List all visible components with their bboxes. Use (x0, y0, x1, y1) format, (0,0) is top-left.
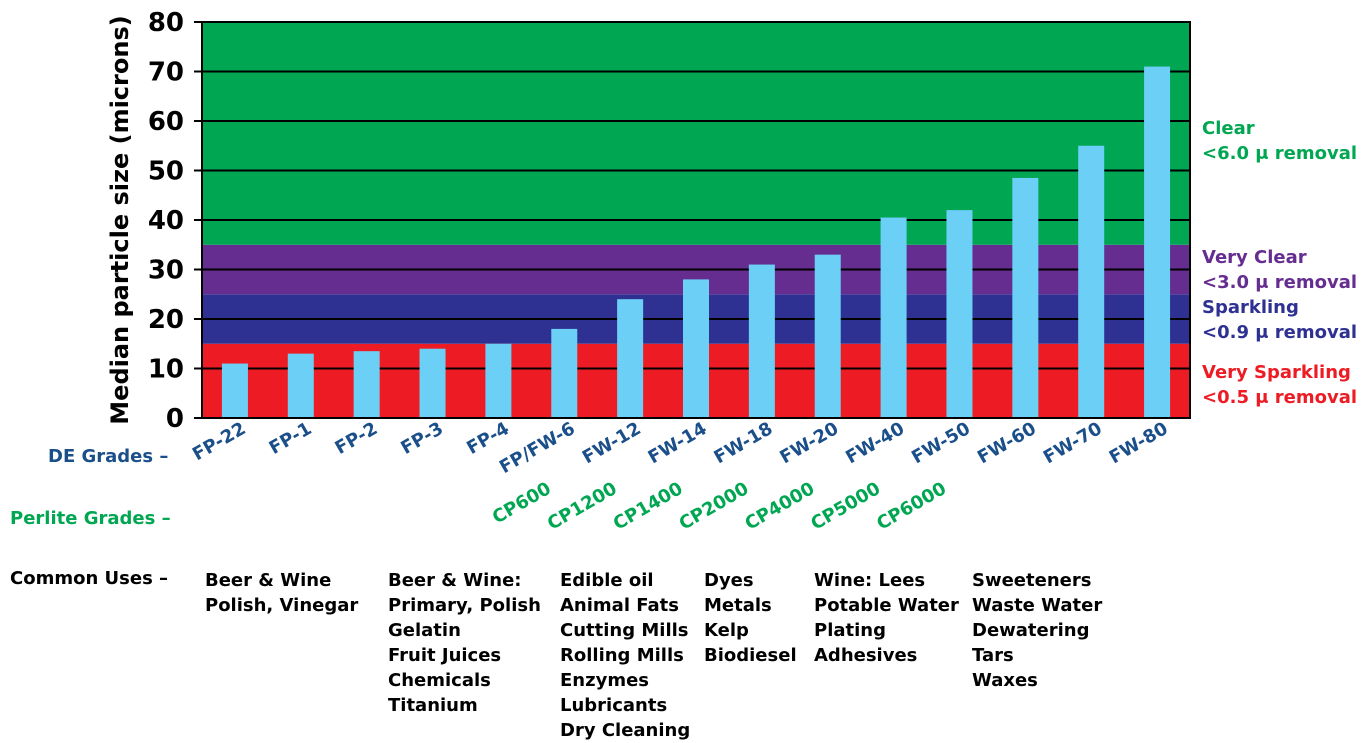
plot-frame (201, 21, 1191, 419)
bar-fw-18 (748, 264, 775, 418)
use-item: Lubricants (560, 695, 668, 716)
x-tick-label: FW-40 (842, 418, 908, 468)
perlite-grade-label: CP1200 (544, 478, 621, 534)
perlite-grade-label: CP6000 (873, 478, 950, 534)
x-tick-label: FW-70 (1040, 418, 1106, 468)
perlite-grade-label: CP2000 (676, 478, 753, 534)
use-item: Plating (814, 620, 886, 641)
y-tick-label: 80 (148, 8, 184, 38)
use-item: Beer & Wine (205, 570, 332, 591)
use-item: Kelp (704, 620, 749, 641)
perlite-grade-label: CP5000 (807, 478, 884, 534)
use-item: Cutting Mills (560, 620, 689, 641)
use-item: Waste Water (972, 595, 1103, 616)
x-tick-label: FP-2 (332, 418, 382, 459)
bar-fw-50 (946, 210, 973, 418)
bar-fw-14 (683, 279, 709, 418)
use-item: Enzymes (560, 670, 649, 691)
use-item: Tars (972, 645, 1014, 666)
y-tick-label: 20 (148, 305, 184, 335)
use-item: Dewatering (972, 620, 1090, 641)
uses-column-1: Beer & Wine Polish, Vinegar (205, 568, 358, 618)
perlite-grade-label: CP1400 (610, 478, 687, 534)
x-tick-label: FW-60 (974, 418, 1040, 468)
perlite-grade-labels: CP600CP1200CP1400CP2000CP4000CP5000CP600… (489, 478, 950, 534)
use-item: Wine: Lees (814, 570, 926, 591)
y-tick-label: 40 (148, 206, 184, 236)
bars (221, 66, 1171, 419)
band-3 (202, 22, 1190, 245)
bar-fw-70 (1078, 145, 1105, 418)
use-item: Adhesives (814, 645, 918, 666)
bar-fw-12 (617, 299, 644, 418)
bar-fp-22 (221, 363, 248, 418)
y-tick-label: 70 (148, 58, 184, 88)
bar-fw-20 (814, 254, 841, 418)
use-item: Beer & Wine: (388, 570, 522, 591)
perlite-grades-label: Perlite Grades – (10, 508, 171, 529)
x-tick-label: FW-12 (579, 418, 645, 468)
use-item: Dry Cleaning (560, 720, 691, 741)
uses-column-3: Edible oil Animal Fats Cutting Mills Rol… (560, 568, 690, 743)
use-item: Waxes (972, 670, 1038, 691)
use-item: Edible oil (560, 570, 654, 591)
uses-column-4: Dyes Metals Kelp Biodiesel (704, 568, 797, 668)
band-label-very-clear: Very Clear <3.0 μ removal (1202, 247, 1358, 293)
use-item: Primary, Polish (388, 595, 541, 616)
bar-fp-4 (485, 343, 512, 418)
y-axis-ticks: 0 10 20 30 40 50 60 70 80 (148, 8, 202, 434)
bar-fp-1 (287, 353, 314, 418)
use-item: Animal Fats (560, 595, 679, 616)
bar-fp-2 (353, 351, 380, 418)
bar-fp-3 (419, 348, 446, 418)
de-grade-labels: FP-22 FP-1 FP-2 FP-3 FP-4FP/FW-6 FW-12 FW-14 FW… (189, 418, 1172, 478)
x-tick-label: FP-22 (189, 418, 249, 465)
perlite-grade-label: CP4000 (741, 478, 818, 534)
de-grades-label: DE Grades – (48, 446, 169, 467)
y-tick-label: 10 (148, 355, 184, 385)
use-item: Titanium (388, 695, 478, 716)
perlite-grade-label: CP600 (489, 478, 555, 528)
x-tick-label: FP/FW-6 (496, 418, 579, 478)
x-tick-label: FW-14 (645, 418, 711, 468)
use-item: Metals (704, 595, 772, 616)
use-item: Biodiesel (704, 645, 797, 666)
bar-fw-80 (1144, 66, 1171, 419)
uses-column-5: Wine: Lees Potable Water Plating Adhesiv… (814, 568, 959, 668)
bar-fp-fw-6 (551, 328, 578, 418)
uses-column-2: Beer & Wine: Primary, Polish Gelatin Fru… (388, 568, 541, 718)
uses-column-6: Sweeteners Waste Water Dewatering Tars W… (972, 568, 1102, 693)
use-item: Rolling Mills (560, 645, 684, 666)
band-label-very-sparkling: Very Sparkling <0.5 μ removal (1202, 362, 1358, 408)
x-tick-label: FP-4 (463, 418, 513, 459)
x-tick-label: FP-3 (397, 418, 447, 459)
x-tick-label: FW-20 (776, 418, 842, 468)
x-tick-label: FW-80 (1106, 418, 1172, 468)
y-tick-label: 30 (148, 256, 184, 286)
y-axis-label: Median particle size (microns) (106, 15, 134, 424)
band-label-sparkling: Sparkling <0.9 μ removal (1202, 297, 1358, 343)
band-label-clear: Clear <6.0 μ removal (1202, 118, 1358, 164)
x-tick-label: FW-18 (711, 418, 777, 468)
use-item: Chemicals (388, 670, 491, 691)
use-item: Fruit Juices (388, 645, 502, 666)
use-item: Polish, Vinegar (205, 595, 359, 616)
use-item: Dyes (704, 570, 754, 591)
y-tick-label: 60 (148, 107, 184, 137)
bar-fw-60 (1012, 177, 1039, 418)
use-item: Sweeteners (972, 570, 1092, 591)
x-tick-label: FP-1 (266, 418, 316, 459)
x-tick-label: FW-50 (908, 418, 974, 468)
bar-fw-40 (880, 217, 907, 418)
use-item: Gelatin (388, 620, 461, 641)
y-tick-label: 50 (148, 157, 184, 187)
y-tick-label: 0 (166, 404, 184, 434)
use-item: Potable Water (814, 595, 959, 616)
common-uses-label: Common Uses – (10, 568, 169, 589)
